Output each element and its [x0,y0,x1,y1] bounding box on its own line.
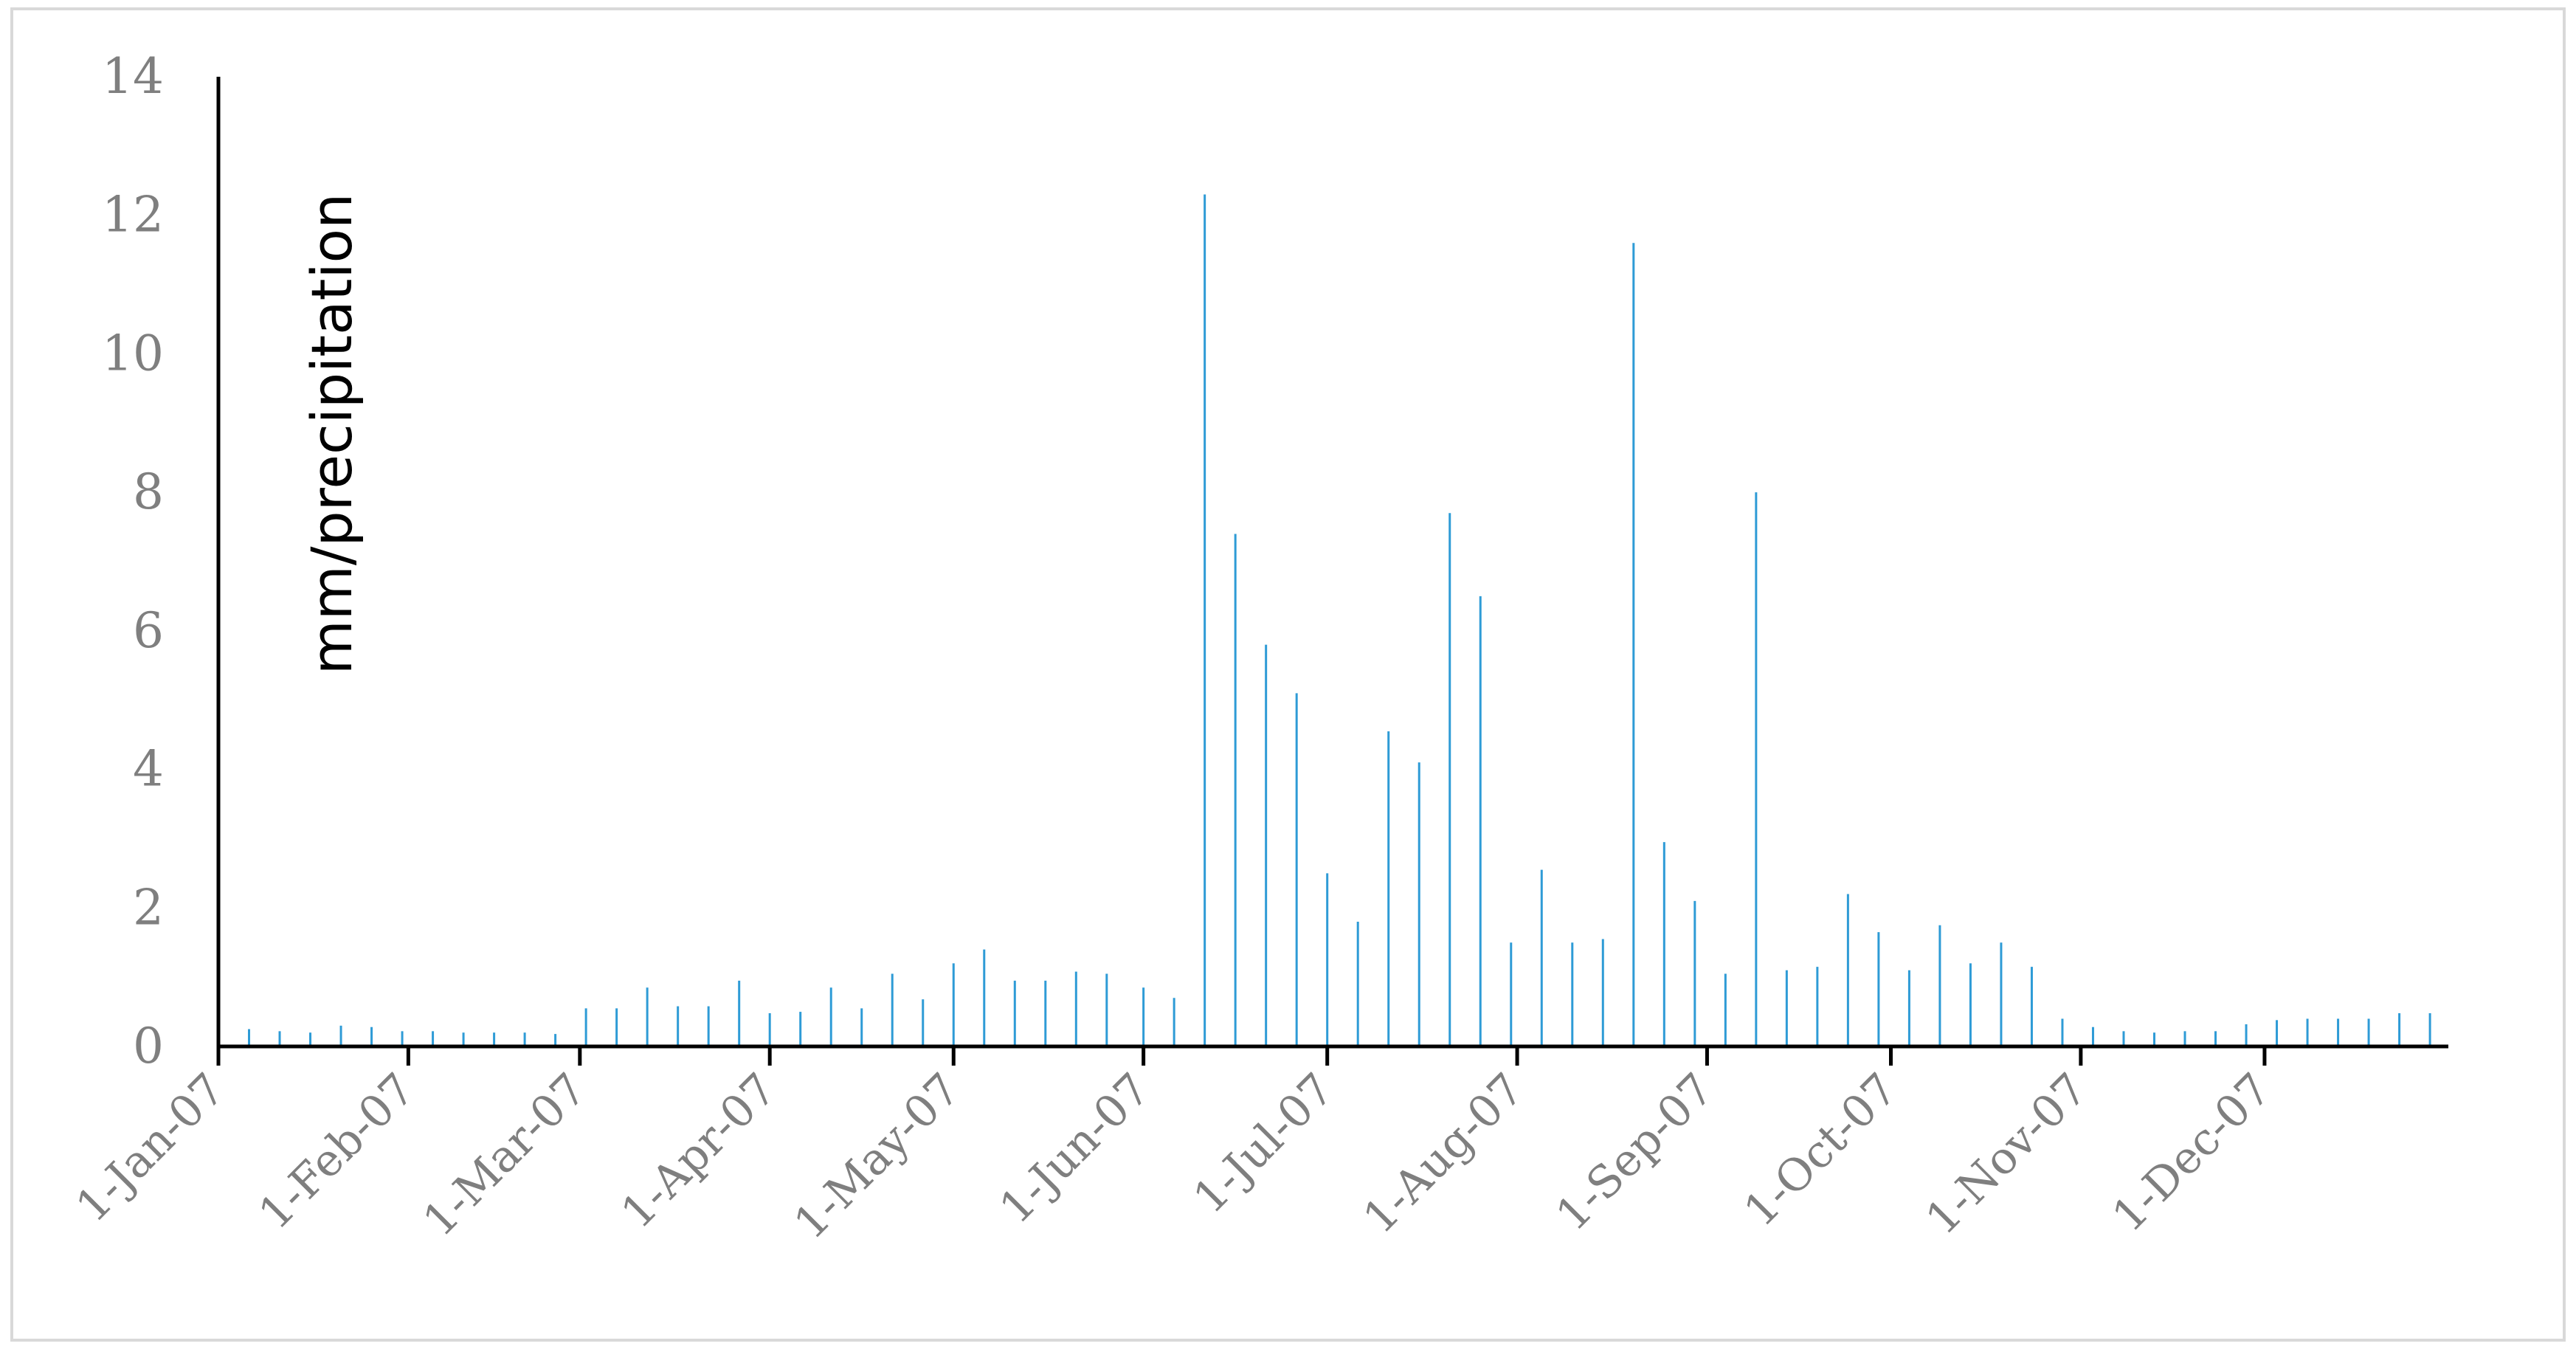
y-tick-label: 12 [102,187,164,244]
y-tick-label: 8 [133,463,164,520]
chart-frame [10,7,2566,1342]
x-tick-label: 1-Oct-07 [1734,1063,1907,1237]
x-tick-labels: 1-Jan-07 1-Feb-071-Mar-07 1-Apr-071-May-07… [66,1063,2282,1249]
y-tick-label: 0 [133,1018,164,1074]
x-tick-label: 1-Jun-07 [990,1063,1160,1234]
x-tick-label: 1-Sep-07 [1547,1063,1724,1241]
x-tick-label: 1-Nov-07 [1916,1063,2098,1245]
x-tick-label: 1-Mar-07 [413,1063,596,1246]
x-tick-label: 1-Feb-07 [249,1063,425,1240]
x-tick-label: 1-Jul-07 [1184,1063,1344,1224]
y-tick-label: 6 [133,602,164,659]
y-axis-label: mm/precipitation [299,193,365,674]
y-tick-label: 4 [133,741,164,798]
x-tick-label: 1-Apr-07 [612,1063,787,1238]
bar-series [217,194,2431,1046]
y-tick-label: 10 [102,325,164,382]
axes [216,77,2448,1066]
x-tick-label: 1-Aug-07 [1353,1063,1533,1243]
x-tick-label: 1-May-07 [784,1063,970,1249]
y-tick-label: 14 [102,48,164,105]
y-tick-labels: 0 2 4 6 8 10 12 14 [102,48,164,1074]
x-tick-label: 1-Jan-07 [66,1063,235,1232]
y-tick-label: 2 [133,879,164,936]
x-tick-label: 1-Dec-07 [2103,1063,2282,1242]
